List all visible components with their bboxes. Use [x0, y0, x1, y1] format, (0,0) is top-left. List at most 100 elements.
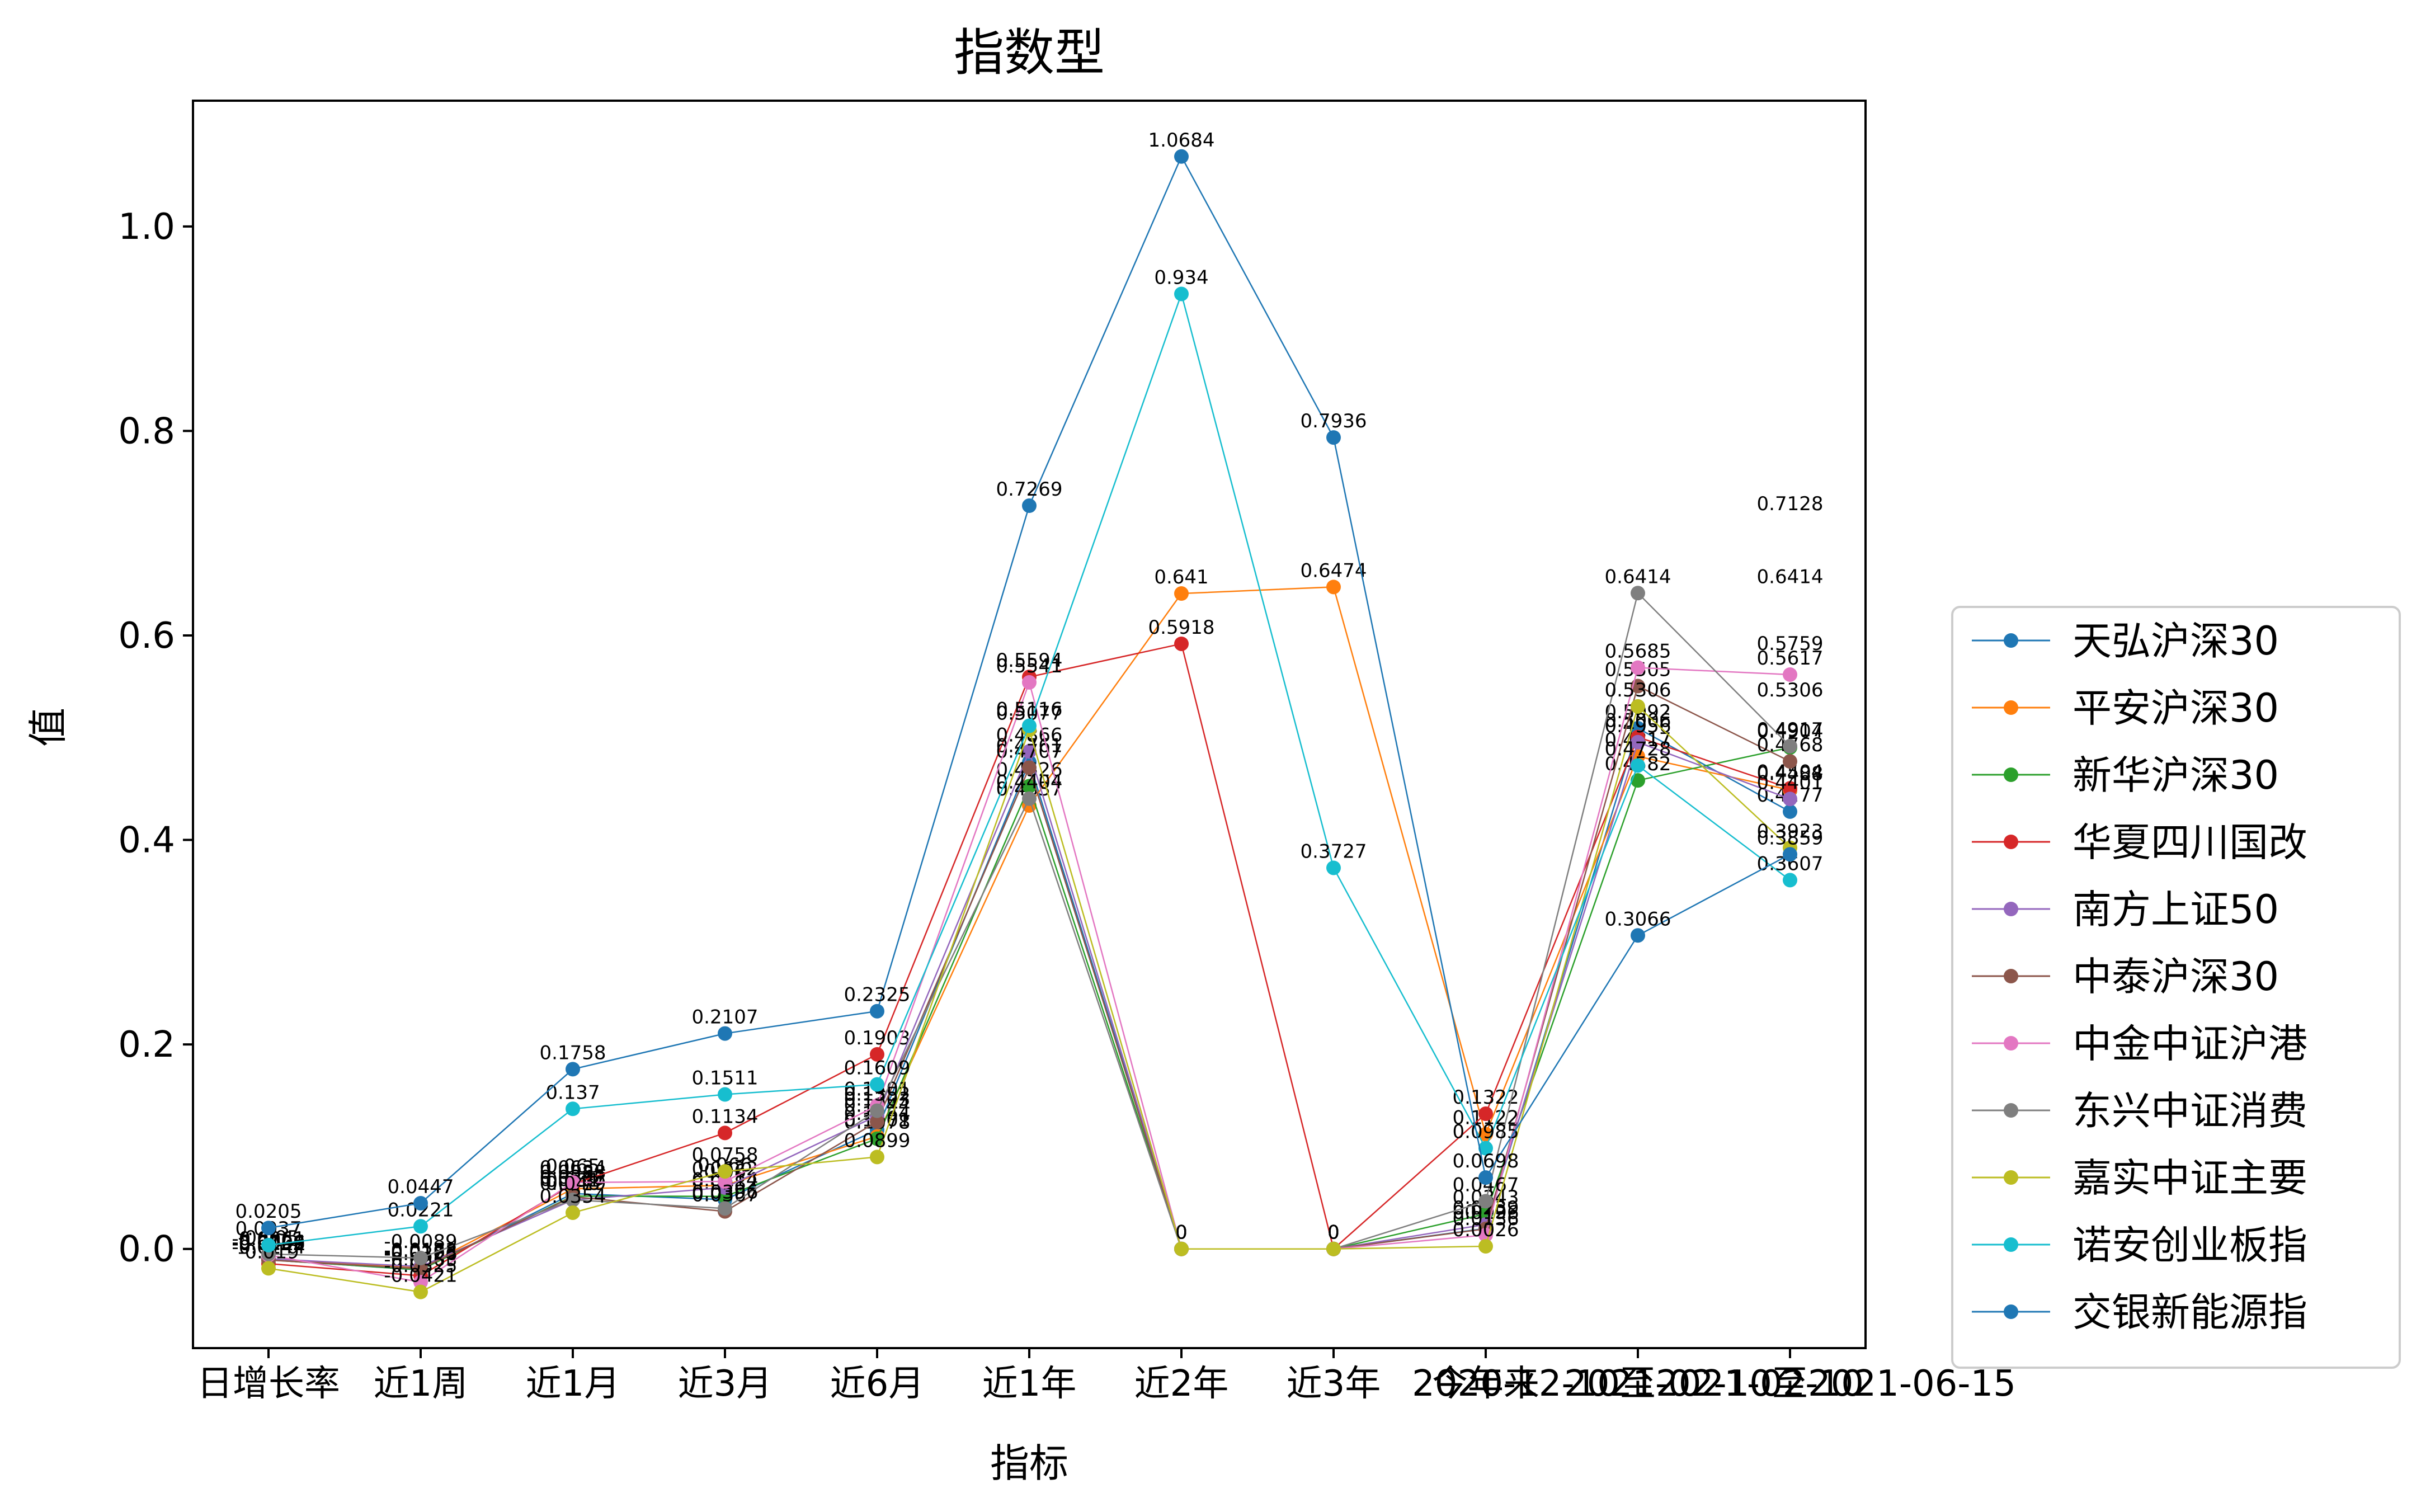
- legend-marker: [2004, 1036, 2018, 1051]
- data-point: [718, 1125, 732, 1141]
- data-point: [1783, 804, 1797, 819]
- y-axis: 0.0 0.2 0.4 0.6 0.8 1.0: [118, 206, 193, 1270]
- data-point: [1478, 1194, 1493, 1209]
- chart-title: 指数型: [954, 23, 1105, 82]
- legend-entry: 天弘沪深30: [2073, 618, 2279, 664]
- data-point: [870, 1004, 884, 1019]
- extra-labels: 0.7128 0.6414 0.5759 0.5306: [1757, 493, 1824, 701]
- data-point: [413, 1250, 428, 1265]
- data-label: 0.5759: [1757, 633, 1824, 655]
- data-point: [870, 1114, 884, 1129]
- data-point: [1326, 580, 1341, 595]
- y-tick-label: 0.6: [118, 615, 175, 657]
- data-label: 0.4401: [1757, 771, 1824, 794]
- data-label: 0.3727: [1301, 840, 1367, 863]
- legend-entry: 交银新能源指: [2073, 1289, 2307, 1335]
- data-point: [718, 1174, 732, 1189]
- series-11: 0.0205 0.0447 0.1758 0.2107 0.2325 0.7269 1.06…: [235, 129, 1824, 1236]
- legend-marker: [2004, 700, 2018, 715]
- legend-marker: [2004, 767, 2018, 782]
- data-label: 0.5116: [996, 699, 1063, 721]
- data-point: [261, 1261, 276, 1276]
- data-point: [413, 1261, 428, 1276]
- data-point: [1783, 873, 1797, 888]
- data-point: [1174, 1241, 1189, 1256]
- data-point: [1326, 1241, 1341, 1256]
- legend-marker: [2004, 902, 2018, 916]
- data-point: [1783, 781, 1797, 796]
- data-point: [870, 1047, 884, 1062]
- data-point: [413, 1195, 428, 1210]
- data-point: [870, 1103, 884, 1118]
- data-point: [1174, 636, 1189, 651]
- x-tick-label: 近1月: [526, 1363, 620, 1405]
- data-label: 0.1322: [1453, 1086, 1519, 1109]
- data-label: -0.0421: [384, 1265, 457, 1287]
- y-tick-label: 0.4: [118, 820, 175, 861]
- data-label: 0.4917: [1757, 719, 1824, 741]
- data-point: [1783, 847, 1797, 862]
- y-tick-label: 0.2: [118, 1024, 175, 1066]
- data-label: 0.137: [545, 1081, 600, 1104]
- data-label: 0.1134: [692, 1105, 759, 1128]
- data-label: 0.0758: [692, 1144, 759, 1166]
- data-label: 0.5685: [1605, 640, 1671, 663]
- series-line: [268, 747, 1791, 1271]
- data-label: 0.2107: [692, 1006, 759, 1029]
- data-point: [1022, 791, 1037, 806]
- data-label: 0: [1327, 1222, 1340, 1244]
- data-label: 0.5306: [1757, 679, 1824, 701]
- data-point: [1631, 586, 1645, 601]
- data-point: [1174, 149, 1189, 164]
- data-label: 0: [1327, 1222, 1340, 1244]
- legend-entry: 东兴中证消费: [2073, 1088, 2307, 1134]
- data-point: [1478, 1170, 1493, 1185]
- data-label: 0.0354: [540, 1185, 606, 1208]
- data-label: 0.0899: [844, 1129, 911, 1152]
- data-point: [1022, 779, 1037, 794]
- data-label: 0.0985: [1453, 1121, 1519, 1143]
- legend-entry: 嘉实中证主要: [2073, 1155, 2307, 1201]
- plot-area: -0.0106-0.02060.05410.04820.11640.476100…: [232, 129, 1823, 1299]
- x-tick-label: 2021-02-10至2021-06-15: [1564, 1363, 2016, 1405]
- x-tick-label: 今年来: [1432, 1363, 1539, 1405]
- series-5: -0.0096-0.01730.04790.060.13030.4866000.…: [232, 715, 1823, 1274]
- data-point: [718, 1164, 732, 1179]
- x-tick-label: 近1周: [374, 1363, 468, 1405]
- y-tick-label: 1.0: [118, 206, 175, 248]
- data-label: 0.5617: [1757, 647, 1824, 670]
- data-label: 0.3923: [1757, 821, 1824, 843]
- data-label: 0: [1327, 1222, 1340, 1244]
- data-point: [1022, 760, 1037, 775]
- data-label: 0: [1175, 1222, 1188, 1244]
- data-label: 0.4728: [1605, 738, 1671, 760]
- data-point: [1022, 718, 1037, 733]
- data-label: 0.0026: [1453, 1219, 1519, 1241]
- legend-entry: 平安沪深30: [2073, 685, 2279, 731]
- data-point: [261, 1237, 276, 1252]
- x-tick-label: 2020-12-10至2021-02-10: [1412, 1363, 1864, 1405]
- legend-entry: 中金中证沪港: [2073, 1021, 2307, 1067]
- data-label: 0.7936: [1301, 410, 1367, 432]
- data-point: [870, 1077, 884, 1092]
- legend-marker: [2004, 969, 2018, 983]
- data-point: [1631, 773, 1645, 788]
- series-line: [268, 154, 1791, 1229]
- legend-entry: 中泰沪深30: [2073, 954, 2279, 1000]
- data-point: [1783, 754, 1797, 769]
- x-tick-label: 近6月: [830, 1363, 925, 1405]
- data-label: 0.1609: [844, 1057, 911, 1080]
- data-point: [718, 1201, 732, 1216]
- legend-entry: 新华沪深30: [2073, 752, 2279, 798]
- data-label: 0.3859: [1757, 827, 1824, 849]
- x-tick-label: 近1年: [982, 1363, 1077, 1405]
- data-label: 0.0396: [692, 1181, 759, 1203]
- data-point: [1022, 744, 1037, 759]
- data-label: 0.6414: [1605, 566, 1671, 588]
- data-label: 0: [1327, 1222, 1340, 1244]
- data-point: [1478, 1141, 1493, 1156]
- x-tick-label: 近3月: [678, 1363, 773, 1405]
- data-label: 0.1511: [692, 1067, 759, 1090]
- data-point: [1631, 699, 1645, 714]
- data-label: 0.934: [1154, 266, 1208, 289]
